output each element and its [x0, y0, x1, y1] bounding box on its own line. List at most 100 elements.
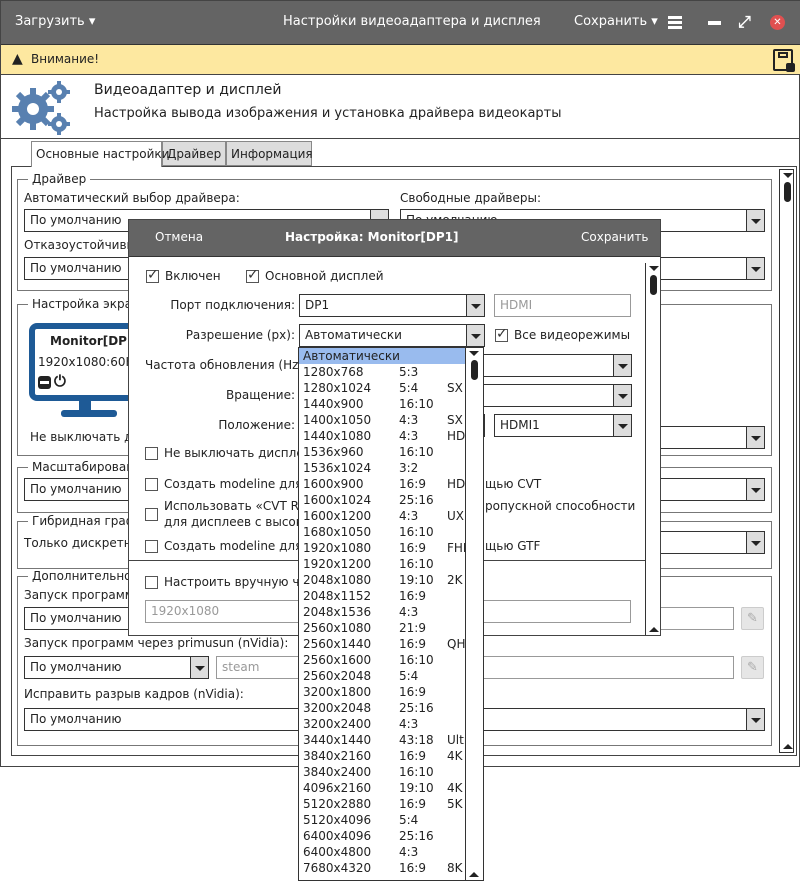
resolution-option[interactable]: 1440x900 16:10 — [299, 396, 465, 412]
edit-icon[interactable]: ✎ — [741, 656, 764, 679]
dialog-scrollbar[interactable] — [645, 263, 660, 635]
resolution-option[interactable]: 1600x1024 25:16 — [299, 492, 465, 508]
resolution-value: 1280x1024 — [303, 381, 372, 395]
position-target-select[interactable]: HDMI1 — [494, 414, 632, 437]
resolution-option[interactable]: 1400x1050 4:3 SX — [299, 412, 465, 428]
resolution-option[interactable]: 1280x1024 5:4 SX — [299, 380, 465, 396]
monitor-card[interactable]: Monitor[DP1] 1920x1080:60H ⏻ — [29, 323, 141, 401]
resolution-option[interactable]: 1280x768 5:3 — [299, 364, 465, 380]
aspect-ratio: 16:9 — [399, 637, 426, 651]
free-drivers-label: Свободные драйверы: — [400, 191, 542, 205]
resolution-option[interactable]: 3200x2048 25:16 — [299, 700, 465, 716]
aspect-ratio: 19:10 — [399, 573, 434, 587]
tab-information[interactable]: Информация — [226, 141, 313, 166]
resolution-value: 3200x2048 — [303, 701, 372, 715]
resolution-option[interactable]: 4096x2160 19:10 4K — [299, 780, 465, 796]
all-modes-checkbox[interactable] — [495, 326, 508, 342]
resolution-option[interactable]: 1600x900 16:9 HD — [299, 476, 465, 492]
resolution-option[interactable]: 5120x4096 5:4 — [299, 812, 465, 828]
resolution-value: 1600x1200 — [303, 509, 372, 523]
resolution-option[interactable]: 1680x1050 16:10 — [299, 524, 465, 540]
manual-checkbox[interactable] — [145, 576, 158, 589]
window-title: Настройки видеоадаптера и дисплея — [283, 14, 541, 29]
resolution-option[interactable]: 6400x4096 25:16 — [299, 828, 465, 844]
resolution-option[interactable]: 2560x1440 16:9 QH — [299, 636, 465, 652]
launch2-select[interactable]: По умолчанию — [24, 656, 209, 679]
power-icon[interactable]: ⏻ — [54, 372, 66, 390]
cancel-button[interactable]: Отмена — [155, 230, 204, 244]
aspect-ratio: 5:4 — [399, 669, 419, 683]
resolution-option[interactable]: 1920x1080 16:9 FHI — [299, 540, 465, 556]
resolution-option[interactable]: 2048x1152 16:9 — [299, 588, 465, 604]
resolution-option[interactable]: 1536x960 16:10 — [299, 444, 465, 460]
enabled-checkbox[interactable] — [146, 267, 159, 283]
monitor-base — [61, 410, 117, 417]
gtf-checkbox[interactable] — [145, 540, 158, 553]
resolution-option[interactable]: 3200x2400 4:3 — [299, 716, 465, 732]
aspect-ratio: 3:2 — [399, 461, 419, 475]
dropdown-scrollbar[interactable] — [465, 348, 483, 880]
resolution-option[interactable]: 2560x2048 5:4 — [299, 668, 465, 684]
chevron-down-icon — [190, 657, 208, 678]
tab-basic-settings[interactable]: Основные настройки — [31, 141, 169, 167]
resolution-option[interactable]: 3440x1440 43:18 Ultr — [299, 732, 465, 748]
cvt-checkbox[interactable] — [145, 478, 158, 491]
scroll-thumb[interactable] — [650, 275, 657, 295]
port-label: Порт подключения: — [170, 298, 295, 312]
disable-icon[interactable] — [38, 376, 51, 389]
chevron-down-icon — [746, 427, 764, 448]
resolution-value: 3200x1800 — [303, 685, 372, 699]
scroll-thumb[interactable] — [471, 360, 478, 380]
main-scrollbar[interactable] — [779, 169, 794, 753]
scroll-thumb[interactable] — [784, 182, 791, 202]
resolution-option[interactable]: 3840x2160 16:9 4K — [299, 748, 465, 764]
position-target-value: HDMI1 — [500, 418, 540, 432]
chevron-down-icon — [746, 210, 764, 231]
resolution-option[interactable]: 1536x1024 3:2 — [299, 460, 465, 476]
mode-name: 5K — [447, 797, 463, 811]
edit-icon[interactable]: ✎ — [741, 607, 764, 630]
resolution-option[interactable]: 1600x1200 4:3 UX — [299, 508, 465, 524]
maximize-icon[interactable]: ⤢ — [738, 12, 751, 31]
mode-name: UX — [447, 509, 465, 523]
menu-icon[interactable] — [668, 16, 682, 29]
cvt-rb-checkbox[interactable] — [145, 508, 158, 521]
resolution-option[interactable]: 2048x1080 19:10 2K — [299, 572, 465, 588]
dialog-save-button[interactable]: Сохранить — [581, 230, 649, 244]
auto-driver-value: По умолчанию — [30, 213, 122, 227]
resolution-option[interactable]: 2560x1600 16:10 — [299, 652, 465, 668]
save-label: Сохранить — [574, 14, 648, 29]
no-blank-checkbox[interactable] — [145, 447, 158, 460]
minimize-icon[interactable] — [708, 21, 721, 25]
resolution-value: 5120x4096 — [303, 813, 372, 827]
resolution-option[interactable]: 1440x1080 4:3 HD — [299, 428, 465, 444]
resolution-option[interactable]: 2048x1536 4:3 — [299, 604, 465, 620]
mode-name: 2K — [447, 573, 463, 587]
tab-driver[interactable]: Драйвер — [162, 141, 226, 166]
resolution-option[interactable]: 3840x2400 16:10 — [299, 764, 465, 780]
resolution-option[interactable]: 5120x2880 16:9 5K — [299, 796, 465, 812]
resolution-value: 1440x1080 — [303, 429, 372, 443]
resolution-option[interactable]: 6400x4800 4:3 — [299, 844, 465, 860]
aspect-ratio: 4:3 — [399, 413, 419, 427]
resolution-option[interactable]: Автоматически — [299, 348, 465, 364]
port-name-input[interactable]: HDMI — [494, 294, 631, 317]
resolution-option[interactable]: 2560x1080 21:9 — [299, 620, 465, 636]
resolution-option[interactable]: 1920x1200 16:10 — [299, 556, 465, 572]
save-menu-button[interactable]: Сохранить ▾ — [574, 14, 658, 29]
dialog-header: Отмена Настройка: Monitor[DP1] Сохранить — [129, 220, 660, 257]
resolution-option[interactable]: 7680x4320 16:9 8K — [299, 860, 465, 876]
chevron-down-icon — [746, 479, 764, 500]
resolution-option[interactable]: 3200x1800 16:9 — [299, 684, 465, 700]
port-select[interactable]: DP1 — [299, 294, 485, 317]
resolution-value: 1536x1024 — [303, 461, 372, 475]
resolution-value: 1400x1050 — [303, 413, 372, 427]
load-menu-button[interactable]: Загрузить ▾ — [15, 14, 95, 29]
primary-checkbox[interactable] — [246, 267, 259, 283]
save-lock-icon[interactable] — [773, 49, 795, 72]
resolution-select[interactable]: Автоматически — [299, 324, 485, 347]
mode-name: Ultr — [447, 733, 465, 747]
resolution-value: 2048x1080 — [303, 573, 372, 587]
resolution-value: 1440x900 — [303, 397, 364, 411]
close-icon[interactable]: ✕ — [770, 15, 785, 30]
